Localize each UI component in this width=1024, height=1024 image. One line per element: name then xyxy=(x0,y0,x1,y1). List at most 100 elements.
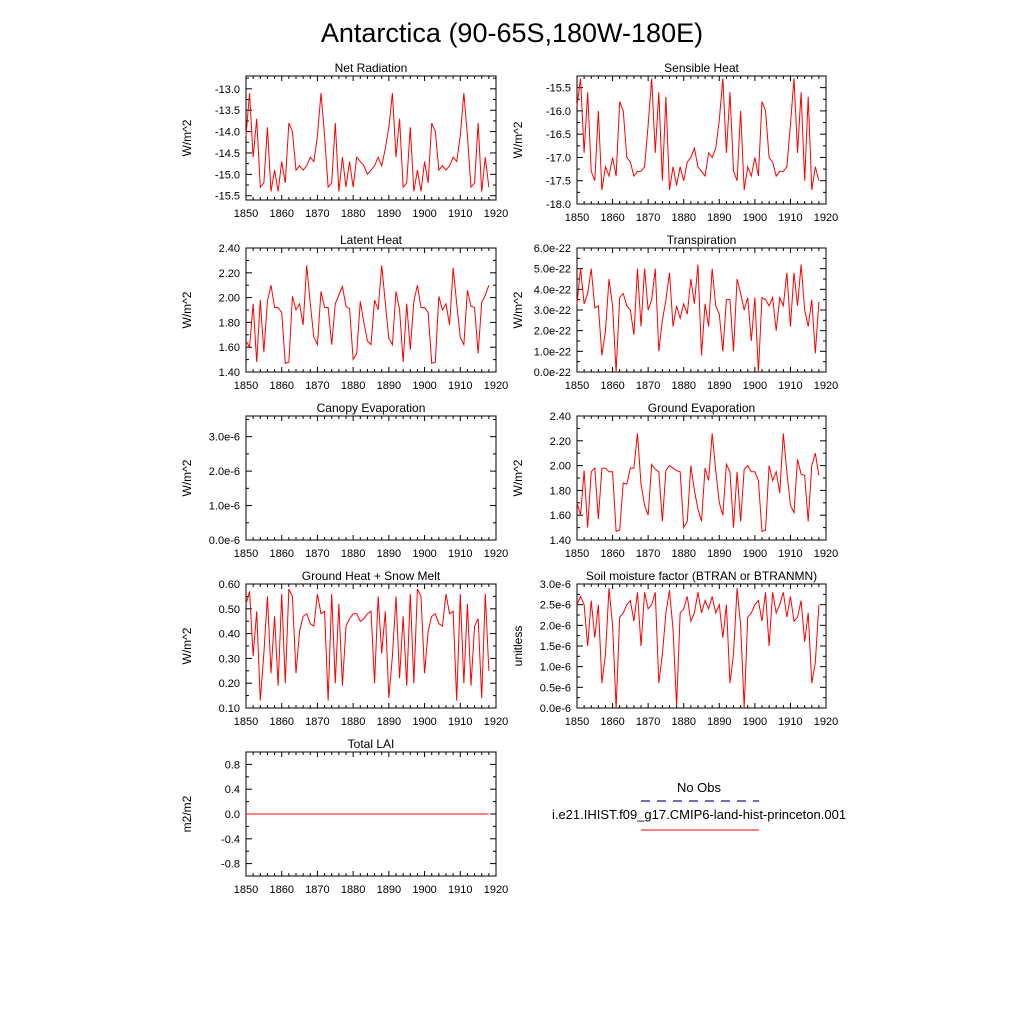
y-tick-label: 1.80 xyxy=(550,485,571,497)
y-tick-label: 1.40 xyxy=(219,367,240,379)
x-tick-label: 1860 xyxy=(600,212,624,224)
y-tick-label: 3.0e-6 xyxy=(540,579,571,591)
x-tick-label: 1860 xyxy=(269,208,293,220)
chart-title: Transpiration xyxy=(667,233,737,247)
chart-panel: Ground Evaporation W/m^2 1850 1860 1870 1880 1… xyxy=(511,401,838,560)
x-tick-label: 1850 xyxy=(565,548,589,560)
y-tick-label: 0.30 xyxy=(219,653,240,665)
legend: No Obs i.e21.IHIST.f09_g17.CMIP6-land-hi… xyxy=(552,780,846,831)
x-tick-label: 1850 xyxy=(565,716,589,728)
chart-title: Net Radiation xyxy=(335,61,408,75)
x-tick-label: 1910 xyxy=(778,380,802,392)
x-tick-label: 1920 xyxy=(484,716,508,728)
y-tick-label: -17.5 xyxy=(546,176,571,188)
y-tick-label: 1.5e-6 xyxy=(540,641,571,653)
series-line xyxy=(245,93,490,192)
y-tick-label: 2.40 xyxy=(550,411,571,423)
x-tick-label: 1890 xyxy=(707,548,731,560)
y-axis-label: W/m^2 xyxy=(511,121,525,158)
x-tick-label: 1860 xyxy=(269,380,293,392)
x-tick-label: 1920 xyxy=(484,380,508,392)
x-tick-label: 1910 xyxy=(778,212,802,224)
y-tick-label: 2.20 xyxy=(550,436,571,448)
x-tick-label: 1870 xyxy=(305,716,329,728)
y-tick-label: -0.4 xyxy=(221,834,240,846)
x-tick-label: 1860 xyxy=(269,716,293,728)
y-tick-label: 2.00 xyxy=(219,293,240,305)
series-line xyxy=(576,588,820,709)
chart-title: Sensible Heat xyxy=(664,61,739,75)
x-tick-label: 1860 xyxy=(600,716,624,728)
series-line xyxy=(576,264,820,373)
y-tick-label: -17.0 xyxy=(546,152,571,164)
chart-panel: Soil moisture factor (BTRAN or BTRANMN) u… xyxy=(511,569,838,728)
chart-panel: Transpiration W/m^2 1850 1860 1870 1880 1890 19… xyxy=(511,233,838,392)
y-tick-label: 6.0e-22 xyxy=(534,243,571,255)
x-tick-label: 1900 xyxy=(412,548,436,560)
y-axis-label: W/m^2 xyxy=(180,459,194,496)
chart-title: Canopy Evaporation xyxy=(317,401,426,415)
y-tick-label: 1.0e-6 xyxy=(540,662,571,674)
y-tick-label: 0.8 xyxy=(225,759,240,771)
x-tick-label: 1890 xyxy=(377,208,401,220)
x-tick-label: 1850 xyxy=(234,208,258,220)
y-tick-label: 0.40 xyxy=(219,629,240,641)
y-tick-label: -14.0 xyxy=(215,127,240,139)
y-tick-label: 0.0e-6 xyxy=(540,703,571,715)
x-tick-label: 1910 xyxy=(448,716,472,728)
x-tick-label: 1880 xyxy=(341,380,365,392)
chart-panel: Sensible Heat W/m^2 1850 1860 1870 1880 1890 19… xyxy=(511,61,838,224)
chart-panel: Latent Heat W/m^2 1850 1860 1870 1880 1890 1900… xyxy=(180,233,508,392)
x-tick-label: 1900 xyxy=(743,212,767,224)
legend-model-label: i.e21.IHIST.f09_g17.CMIP6-land-hist-prin… xyxy=(552,807,846,822)
series-line xyxy=(576,78,820,191)
x-tick-label: 1900 xyxy=(412,380,436,392)
y-tick-label: 0.0e-22 xyxy=(534,367,571,379)
y-tick-label: 0.60 xyxy=(219,579,240,591)
y-axis-label: unitless xyxy=(511,626,525,667)
x-tick-label: 1880 xyxy=(671,380,695,392)
y-tick-label: 5.0e-22 xyxy=(534,264,571,276)
x-tick-label: 1850 xyxy=(565,380,589,392)
y-axis-label: W/m^2 xyxy=(180,119,194,156)
series-line xyxy=(245,265,490,365)
x-tick-label: 1850 xyxy=(234,548,258,560)
y-tick-label: -16.0 xyxy=(546,106,571,118)
x-tick-label: 1880 xyxy=(671,212,695,224)
x-tick-label: 1870 xyxy=(305,380,329,392)
y-tick-label: 1.0e-6 xyxy=(209,501,240,513)
y-tick-label: 2.0e-6 xyxy=(540,620,571,632)
y-tick-label: -15.5 xyxy=(546,83,571,95)
x-tick-label: 1850 xyxy=(565,212,589,224)
y-tick-label: -14.5 xyxy=(215,148,240,160)
chart-panel: Canopy Evaporation W/m^2 1850 1860 1870 1880 1… xyxy=(180,401,508,560)
y-tick-label: -0.8 xyxy=(221,859,240,871)
x-tick-label: 1890 xyxy=(377,716,401,728)
x-tick-label: 1850 xyxy=(234,716,258,728)
y-tick-label: 2.40 xyxy=(219,243,240,255)
x-tick-label: 1910 xyxy=(448,884,472,896)
y-tick-label: 2.0e-22 xyxy=(534,326,571,338)
plot-frame xyxy=(245,75,497,201)
y-tick-label: 1.40 xyxy=(550,535,571,547)
x-tick-label: 1890 xyxy=(377,380,401,392)
x-tick-label: 1910 xyxy=(448,548,472,560)
y-tick-label: -16.5 xyxy=(546,129,571,141)
x-tick-label: 1850 xyxy=(234,884,258,896)
x-tick-label: 1890 xyxy=(377,548,401,560)
x-tick-label: 1920 xyxy=(484,548,508,560)
x-tick-label: 1860 xyxy=(269,884,293,896)
x-tick-label: 1890 xyxy=(377,884,401,896)
y-tick-label: 2.5e-6 xyxy=(540,600,571,612)
chart-title: Soil moisture factor (BTRAN or BTRANMN) xyxy=(586,569,817,583)
y-tick-label: 0.20 xyxy=(219,678,240,690)
x-tick-label: 1910 xyxy=(448,208,472,220)
x-tick-label: 1890 xyxy=(707,716,731,728)
y-tick-label: -15.5 xyxy=(215,191,240,203)
x-tick-label: 1880 xyxy=(671,548,695,560)
chart-title: Ground Heat + Snow Melt xyxy=(302,569,441,583)
x-tick-label: 1860 xyxy=(600,380,624,392)
y-axis-label: W/m^2 xyxy=(180,627,194,664)
x-tick-label: 1870 xyxy=(636,548,660,560)
